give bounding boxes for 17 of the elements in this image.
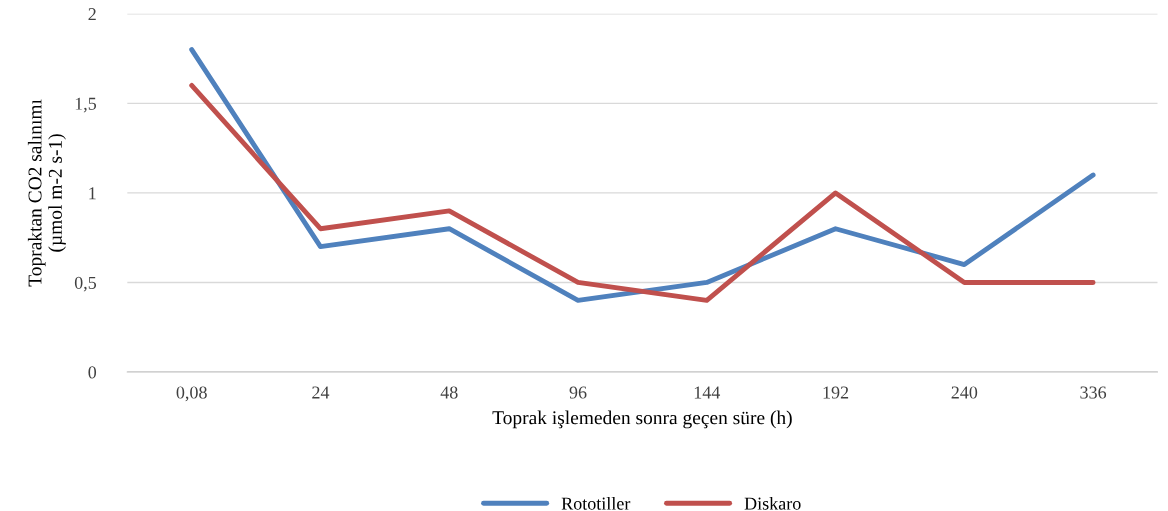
- y-axis-title: Topraktan CO2 salınımı (µmol m-2 s-1): [27, 99, 66, 287]
- x-tick-label: 48: [440, 386, 458, 399]
- x-axis-title: Toprak işlemeden sonra geçen süre (h): [492, 410, 792, 429]
- y-tick-label: 1,5: [75, 97, 97, 113]
- legend-label: Diskaro: [744, 497, 801, 510]
- y-tick-label: 2: [88, 8, 96, 21]
- x-tick-label: 24: [312, 386, 330, 399]
- y-tick-label: 0,5: [74, 276, 97, 292]
- x-tick-label: 0,08: [176, 386, 207, 402]
- legend-label: Rototiller: [561, 497, 631, 510]
- y-tick-label: 1: [89, 187, 96, 200]
- x-tick-label: 96: [569, 386, 587, 399]
- x-tick-label: 240: [951, 386, 978, 399]
- y-tick-label: 0: [88, 366, 97, 379]
- x-tick-label: 144: [694, 386, 721, 399]
- x-tick-label: 336: [1080, 386, 1107, 399]
- x-tick-label: 192: [823, 386, 849, 399]
